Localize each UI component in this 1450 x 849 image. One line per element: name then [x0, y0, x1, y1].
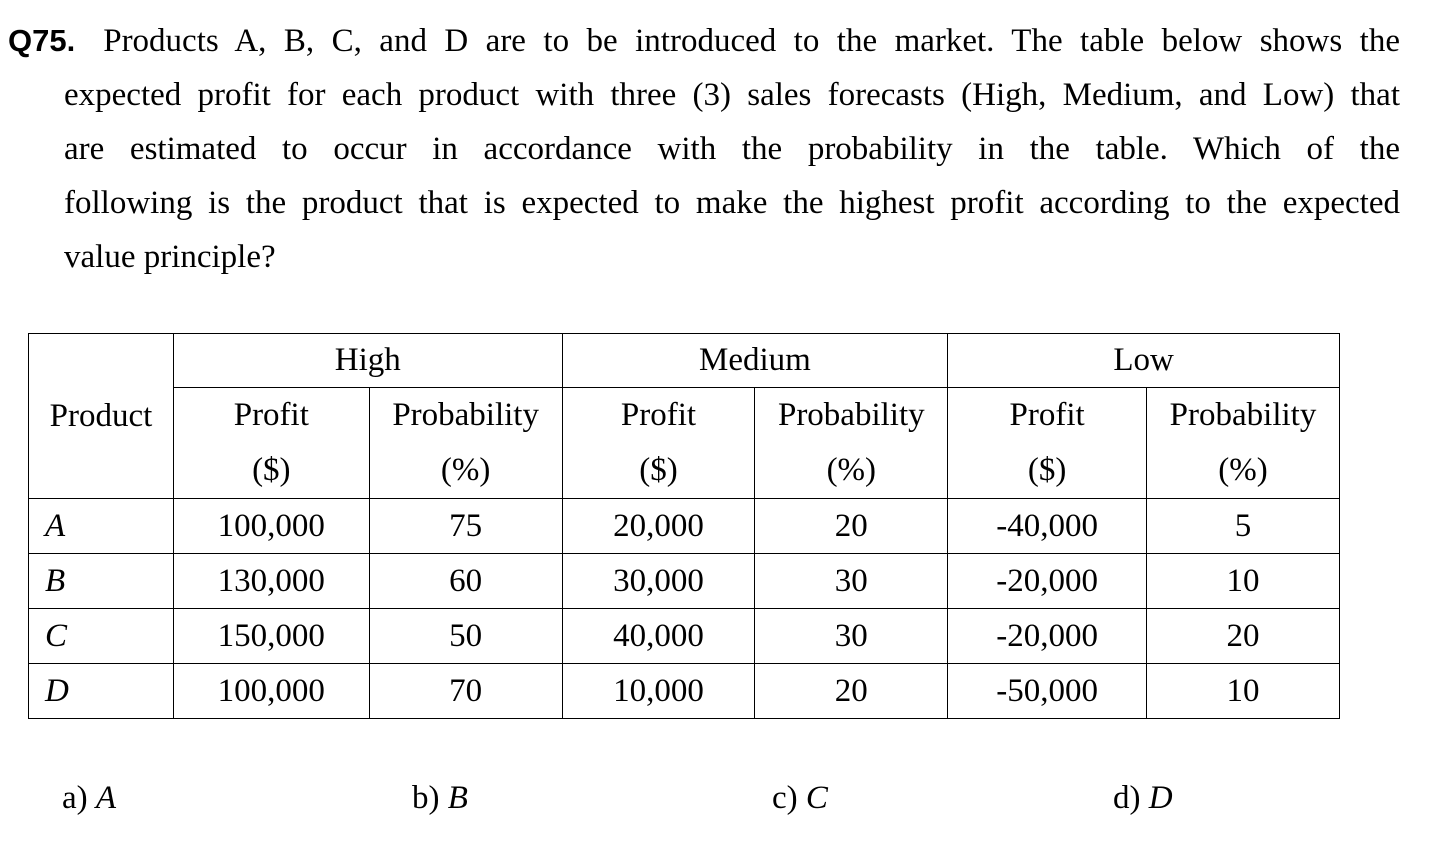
group-header-high: High: [172, 333, 563, 388]
high-probability-header: Probability (%): [368, 387, 563, 499]
choice-letter: d): [1113, 780, 1141, 816]
table-row: C 150,000 50 40,000 30 -20,000 20: [28, 608, 1340, 664]
product-cell: C: [28, 608, 174, 664]
medium-profit-cell: 10,000: [561, 663, 756, 719]
medium-probability-cell: 30: [754, 608, 949, 664]
low-profit-cell: -20,000: [947, 608, 1148, 664]
high-probability-cell: 70: [368, 663, 563, 719]
medium-profit-cell: 40,000: [561, 608, 756, 664]
high-probability-cell: 60: [368, 553, 563, 609]
question-text-line-5: value principle?: [64, 239, 276, 275]
profit-probability-table: Product High Medium Low Profit ($) Probab…: [28, 333, 1340, 719]
low-probability-cell: 10: [1146, 553, 1340, 609]
header-probability-label: Probability: [777, 397, 925, 433]
medium-profit-cell: 30,000: [561, 553, 756, 609]
low-probability-cell: 20: [1146, 608, 1340, 664]
header-profit-unit: ($): [639, 452, 678, 488]
medium-profit-cell: 20,000: [561, 498, 756, 554]
table-row: B 130,000 60 30,000 30 -20,000 10: [28, 553, 1340, 609]
choice-d[interactable]: d) D: [1113, 780, 1173, 817]
product-column-header: Product: [28, 333, 174, 499]
low-probability-cell: 10: [1146, 663, 1340, 719]
question-text-line-4: following is the product that is expecte…: [64, 185, 1400, 221]
question-text-line-1: Products A, B, C, and D are to be introd…: [103, 23, 1400, 59]
choice-letter: b): [412, 780, 440, 816]
high-profit-cell: 100,000: [172, 663, 370, 719]
medium-probability-header: Probability (%): [754, 387, 949, 499]
choice-c[interactable]: c) C: [772, 780, 828, 817]
header-probability-unit: (%): [1218, 452, 1268, 488]
header-profit-label: Profit: [233, 397, 309, 433]
choice-b[interactable]: b) B: [412, 780, 468, 817]
table-row: D 100,000 70 10,000 20 -50,000 10: [28, 663, 1340, 719]
header-probability-label: Probability: [392, 397, 539, 433]
medium-probability-cell: 20: [754, 498, 949, 554]
table-group-header-row: Product High Medium Low: [28, 333, 1340, 499]
high-probability-cell: 75: [368, 498, 563, 554]
question-first-line: Q75. Products A, B, C, and D are to be i…: [8, 14, 1400, 68]
choice-letter: c): [772, 780, 798, 816]
group-header-low: Low: [947, 333, 1340, 388]
header-profit-unit: ($): [252, 452, 291, 488]
header-profit-label: Profit: [1009, 397, 1085, 433]
header-probability-label: Probability: [1169, 397, 1317, 433]
question-block: Q75. Products A, B, C, and D are to be i…: [8, 14, 1400, 284]
high-profit-cell: 150,000: [172, 608, 370, 664]
table-row: A 100,000 75 20,000 20 -40,000 5: [28, 498, 1340, 554]
low-profit-header: Profit ($): [947, 387, 1148, 499]
low-profit-cell: -40,000: [947, 498, 1148, 554]
header-probability-unit: (%): [440, 452, 491, 488]
low-probability-header: Probability (%): [1146, 387, 1340, 499]
choice-a[interactable]: a) A: [62, 780, 116, 817]
high-profit-cell: 100,000: [172, 498, 370, 554]
product-cell: B: [28, 553, 174, 609]
product-cell: A: [28, 498, 174, 554]
choice-letter: a): [62, 780, 88, 816]
medium-probability-cell: 30: [754, 553, 949, 609]
low-profit-cell: -20,000: [947, 553, 1148, 609]
question-text-line-3: are estimated to occur in accordance wit…: [64, 131, 1400, 167]
header-profit-unit: ($): [1027, 452, 1067, 488]
choice-value: D: [1148, 780, 1173, 816]
question-number: Q75.: [8, 23, 76, 58]
choice-value: A: [95, 780, 117, 816]
low-profit-cell: -50,000: [947, 663, 1148, 719]
table-sub-header-row: Profit ($) Probability (%) Profit ($) Proba…: [29, 387, 1340, 499]
header-profit-label: Profit: [620, 397, 697, 433]
low-probability-cell: 5: [1146, 498, 1340, 554]
high-profit-cell: 130,000: [172, 553, 370, 609]
medium-probability-cell: 20: [754, 663, 949, 719]
header-probability-unit: (%): [826, 452, 877, 488]
high-profit-header: Profit ($): [172, 387, 370, 499]
question-continuation: expected profit for each product with th…: [8, 68, 1400, 284]
high-probability-cell: 50: [368, 608, 563, 664]
medium-profit-header: Profit ($): [561, 387, 756, 499]
choice-value: B: [447, 780, 468, 816]
choice-value: C: [805, 780, 828, 816]
answer-choices: a) A b) B c) C d) D: [0, 780, 1450, 834]
group-header-medium: Medium: [561, 333, 949, 388]
product-cell: D: [28, 663, 174, 719]
question-text-line-2: expected profit for each product with th…: [64, 77, 1400, 113]
